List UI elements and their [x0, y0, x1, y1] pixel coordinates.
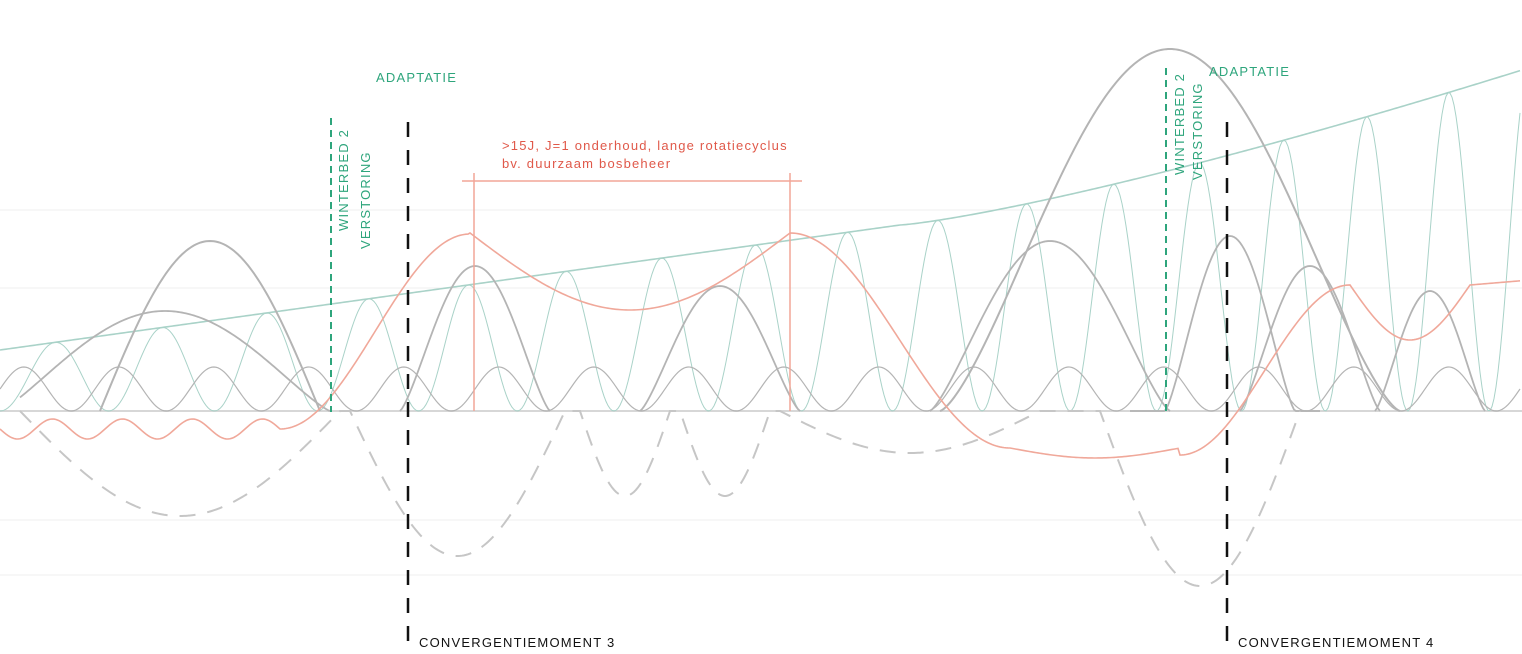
grey-medium-curve	[399, 265, 551, 412]
grey-medium-curve	[1239, 265, 1381, 412]
convergence-label-3: CONVERGENTIEMOMENT 3	[419, 635, 615, 650]
grey-hump-curve	[99, 239, 321, 412]
grey-medium-curve	[929, 240, 1171, 412]
grey-dashed-underground-curve	[19, 410, 1301, 588]
salmon-wave-curve	[0, 232, 1521, 459]
adaptatie-label-right: ADAPTATIE	[1209, 64, 1290, 79]
grey-medium-curve	[1374, 290, 1486, 412]
verstoring-label-right: VERSTORING	[1190, 82, 1205, 180]
winterbed-label-left: WINTERBED 2	[336, 129, 351, 231]
rotation-bracket	[462, 173, 802, 411]
grey-medium-curve	[19, 310, 331, 412]
winterbed-label-right: WINTERBED 2	[1172, 73, 1187, 175]
teal-oscillation-curve	[0, 92, 1521, 412]
grey-medium-curve	[1130, 235, 1320, 412]
teal-envelope-curve	[0, 69, 1521, 351]
annotation-line-1: >15J, J=1 onderhoud, lange rotatiecyclus	[502, 138, 788, 153]
background-grid	[0, 209, 1522, 576]
annotation-line-2: bv. duurzaam bosbeheer	[502, 156, 671, 171]
convergence-label-4: CONVERGENTIEMOMENT 4	[1238, 635, 1434, 650]
verstoring-label-left: VERSTORING	[358, 151, 373, 249]
wave-curves	[0, 47, 1521, 588]
adaptatie-label-left: ADAPTATIE	[376, 70, 457, 85]
grey-ripple-curve	[0, 366, 1521, 412]
grey-medium-curve	[639, 285, 801, 412]
